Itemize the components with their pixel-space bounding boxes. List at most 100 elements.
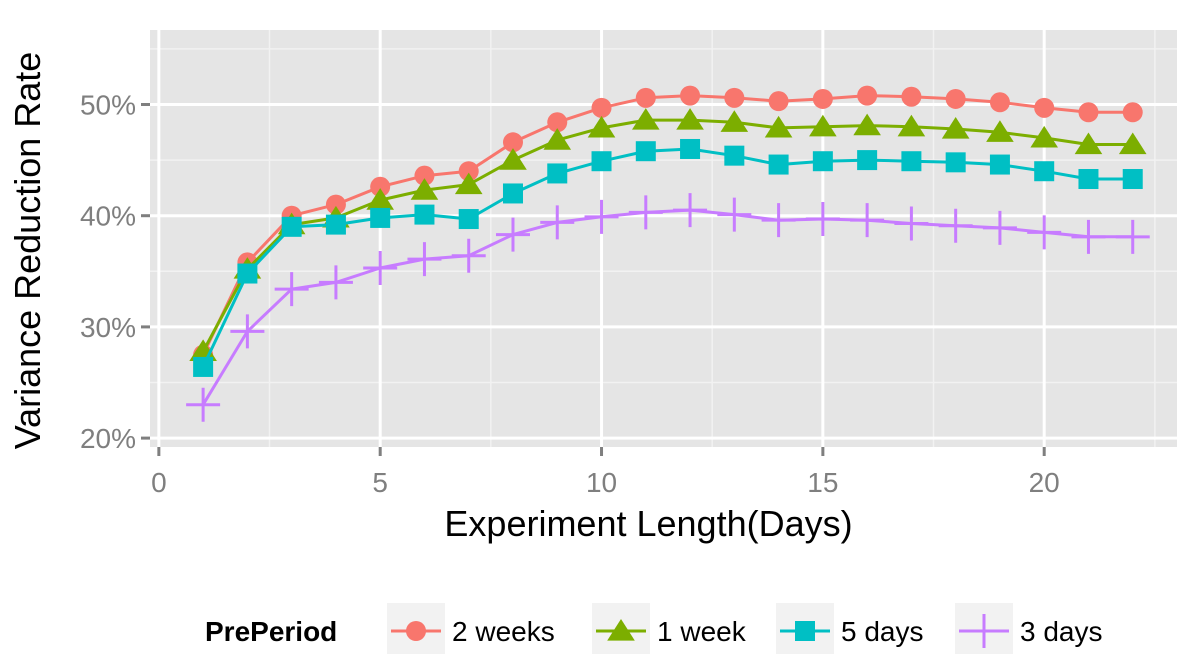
data-point-3-days: [628, 195, 663, 230]
data-point-5-days: [591, 151, 612, 172]
data-point-1-week: [410, 178, 439, 200]
data-point-3-days: [717, 197, 752, 232]
legend: PrePeriod 2 weeks 1 week 5 days 3 days: [205, 603, 1103, 654]
x-tick-label: 20: [1029, 467, 1060, 498]
y-tick-label: 20%: [80, 423, 136, 454]
data-point-3-days: [451, 238, 486, 273]
data-point-2-weeks: [1078, 102, 1099, 123]
data-point-1-week: [499, 148, 527, 170]
x-tick-label: 5: [372, 467, 388, 498]
x-tick-label: 0: [151, 467, 167, 498]
minor-gridlines: [150, 30, 1177, 447]
data-point-2-weeks: [458, 161, 479, 182]
data-point-3-days: [894, 206, 929, 241]
data-point-1-week: [587, 115, 616, 138]
data-point-5-days: [502, 183, 523, 204]
legend-key-marker: [795, 621, 815, 641]
data-point-5-days: [680, 138, 701, 159]
data-point-1-week: [366, 188, 394, 210]
data-point-3-days: [407, 242, 442, 277]
data-point-1-week: [1118, 132, 1147, 155]
series-line-2-weeks: [201, 94, 1133, 356]
series-line-3-days: [201, 208, 1133, 406]
legend-label: 5 days: [841, 616, 924, 647]
data-point-5-days: [1122, 169, 1143, 190]
data-point-1-week: [764, 115, 793, 138]
x-tick-label: 10: [586, 467, 617, 498]
data-point-1-week: [809, 114, 837, 137]
data-point-5-days: [812, 151, 833, 172]
data-point-3-days: [673, 193, 708, 228]
legend-item-5-days: 5 days: [776, 603, 924, 654]
data-point-5-days: [1034, 161, 1055, 182]
legend-key-marker: [607, 619, 635, 641]
data-point-3-days: [274, 272, 309, 307]
data-point-5-days: [458, 209, 479, 230]
data-point-5-days: [1078, 169, 1099, 190]
data-point-3-days: [186, 387, 221, 422]
data-point-1-week: [941, 116, 970, 139]
legend-label: 2 weeks: [452, 616, 555, 647]
data-point-3-days: [938, 208, 973, 243]
legend-title: PrePeriod: [205, 616, 337, 647]
x-tick-label: 15: [807, 467, 838, 498]
data-point-5-days: [989, 154, 1010, 175]
data-point-5-days: [547, 163, 568, 184]
data-point-3-days: [1071, 219, 1106, 254]
data-point-2-weeks: [1122, 102, 1143, 123]
data-point-3-days: [1027, 215, 1062, 250]
legend-key-marker: [406, 621, 426, 641]
data-point-1-week: [1030, 125, 1058, 148]
data-point-3-days: [230, 314, 265, 349]
data-point-3-days: [540, 205, 575, 240]
plot-panel: [150, 30, 1177, 447]
x-axis-title: Experiment Length(Days): [444, 503, 852, 544]
data-point-1-week: [631, 108, 660, 130]
data-point-3-days: [363, 250, 398, 285]
data-point-5-days: [370, 207, 391, 228]
data-point-1-week: [720, 110, 749, 132]
y-tick-label: 40%: [80, 201, 136, 232]
data-point-3-days: [805, 202, 840, 237]
data-point-5-days: [768, 154, 789, 175]
data-point-5-days: [281, 216, 302, 237]
data-point-5-days: [901, 151, 922, 172]
data-point-2-weeks: [370, 176, 391, 197]
y-tick-labels: 20% 30% 40% 50%: [80, 90, 136, 455]
data-point-3-days: [584, 199, 619, 234]
legend-item-2-weeks: 2 weeks: [387, 603, 555, 654]
data-point-2-weeks: [901, 86, 922, 107]
legend-label: 1 week: [657, 616, 747, 647]
data-point-5-days: [635, 141, 656, 162]
series-3-days: [186, 193, 1150, 422]
series-5-days: [193, 138, 1143, 377]
data-point-2-weeks: [768, 91, 789, 112]
data-point-2-weeks: [414, 165, 435, 186]
data-point-2-weeks: [635, 87, 656, 108]
data-point-1-week: [676, 108, 704, 130]
y-tick-label: 30%: [80, 312, 136, 343]
data-point-2-weeks: [857, 85, 878, 106]
x-tick-labels: 0 5 10 15 20: [151, 467, 1060, 498]
data-point-3-days: [1115, 219, 1150, 254]
data-point-2-weeks: [724, 87, 745, 108]
data-point-1-week: [543, 128, 572, 150]
data-point-3-days: [761, 203, 796, 238]
data-point-2-weeks: [812, 88, 833, 109]
data-point-2-weeks: [1034, 97, 1055, 118]
data-point-5-days: [237, 263, 258, 284]
data-point-2-weeks: [989, 92, 1010, 113]
data-point-1-week: [986, 120, 1014, 142]
y-axis-title: Variance Reduction Rate: [7, 52, 48, 450]
data-point-5-days: [414, 204, 435, 225]
data-point-3-days: [982, 210, 1017, 245]
data-point-1-week: [454, 172, 483, 195]
data-point-1-week: [853, 113, 881, 136]
series-line-1-week: [201, 118, 1133, 353]
series-layer: [186, 85, 1150, 422]
data-point-5-days: [724, 145, 745, 166]
legend-key-marker: [967, 614, 1001, 648]
axis-ticks: [141, 103, 1046, 456]
series-line-5-days: [201, 147, 1133, 368]
